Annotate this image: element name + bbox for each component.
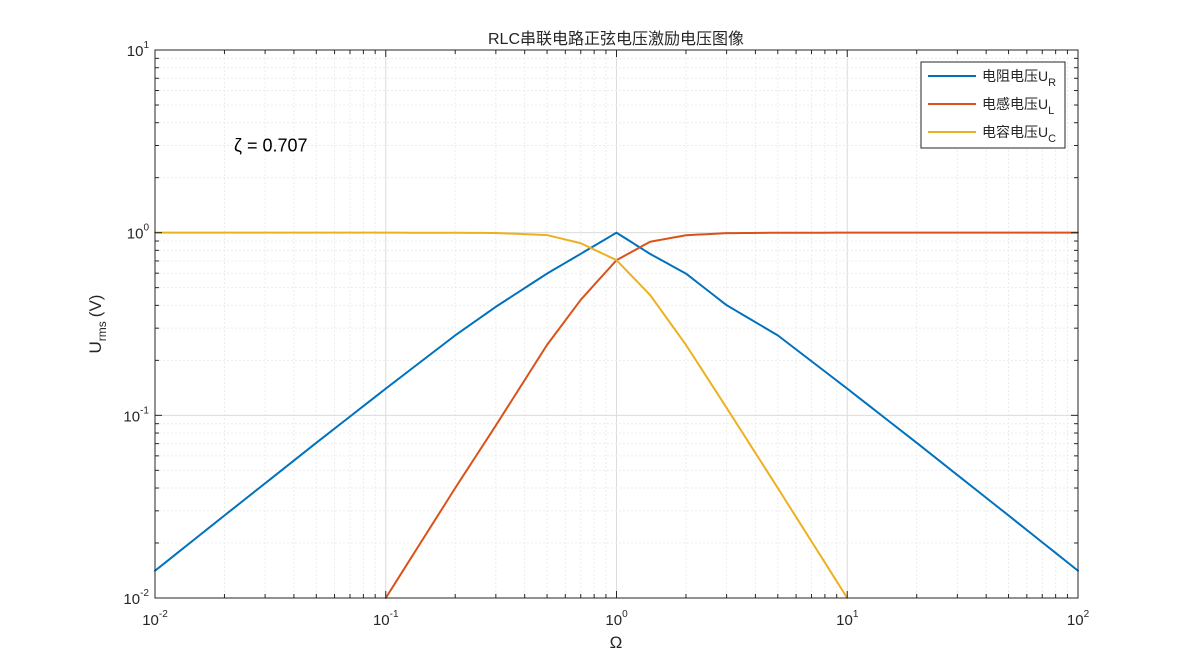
y-tick-label-exponent: -2	[140, 588, 149, 599]
x-tick-label-base: 10	[836, 612, 853, 629]
x-tick-label-exponent: 0	[622, 609, 628, 620]
y-tick-label: 10-1	[123, 405, 149, 425]
y-axis-title-sub: rms	[95, 321, 109, 341]
y-tick-label: 100	[127, 223, 150, 243]
y-tick-label-base: 10	[123, 591, 140, 608]
legend-label-sub: L	[1048, 105, 1054, 117]
x-tick-label-exponent: 1	[853, 609, 859, 620]
x-tick-label-exponent: -1	[390, 609, 399, 620]
legend-label: 电容电压UC	[982, 124, 1056, 145]
grid	[154, 49, 1079, 599]
x-tick-label: 100	[605, 609, 628, 629]
y-axis-title: Urms (V)	[86, 295, 109, 354]
x-tick-label-base: 10	[142, 612, 159, 629]
chart-title: RLC串联电路正弦电压激励电压图像	[488, 30, 744, 48]
series-line	[384, 231, 1079, 599]
y-axis-title-unit: (V)	[86, 295, 105, 318]
axis-ticks	[154, 50, 1078, 599]
x-tick-label-exponent: -2	[159, 609, 168, 620]
series-line	[154, 231, 1079, 572]
x-tick-label-base: 10	[1067, 612, 1084, 629]
x-tick-label: 10-2	[142, 609, 168, 629]
legend-label-main: 电阻电压U	[982, 68, 1048, 84]
zeta-annotation: ζ = 0.707	[234, 136, 308, 156]
legend-label-main: 电容电压U	[982, 124, 1048, 140]
y-tick-label-exponent: 1	[143, 40, 149, 51]
x-tick-label: 10-1	[373, 609, 399, 629]
x-tick-label-base: 10	[373, 612, 390, 629]
y-tick-label-base: 10	[127, 43, 144, 60]
y-tick-label: 101	[127, 40, 150, 60]
legend-label-sub: R	[1048, 77, 1056, 89]
y-axis-title-main: U	[86, 341, 105, 353]
y-tick-label-exponent: -1	[140, 405, 149, 416]
legend-label: 电阻电压UR	[982, 68, 1056, 89]
y-tick-label-base: 10	[127, 226, 144, 243]
x-tick-label: 102	[1067, 609, 1090, 629]
x-tick-label-base: 10	[605, 612, 622, 629]
y-tick-label-exponent: 0	[143, 223, 149, 234]
x-tick-label: 101	[836, 609, 859, 629]
y-tick-label-base: 10	[123, 408, 140, 425]
series-lines	[154, 231, 1079, 599]
legend-label-sub: C	[1048, 133, 1056, 145]
x-axis-title: Ω	[610, 633, 623, 652]
legend-label-main: 电感电压U	[982, 96, 1048, 112]
x-tick-label-exponent: 2	[1084, 609, 1090, 620]
y-tick-label: 10-2	[123, 588, 149, 608]
series-line	[154, 231, 849, 599]
legend-label: 电感电压UL	[982, 96, 1054, 117]
